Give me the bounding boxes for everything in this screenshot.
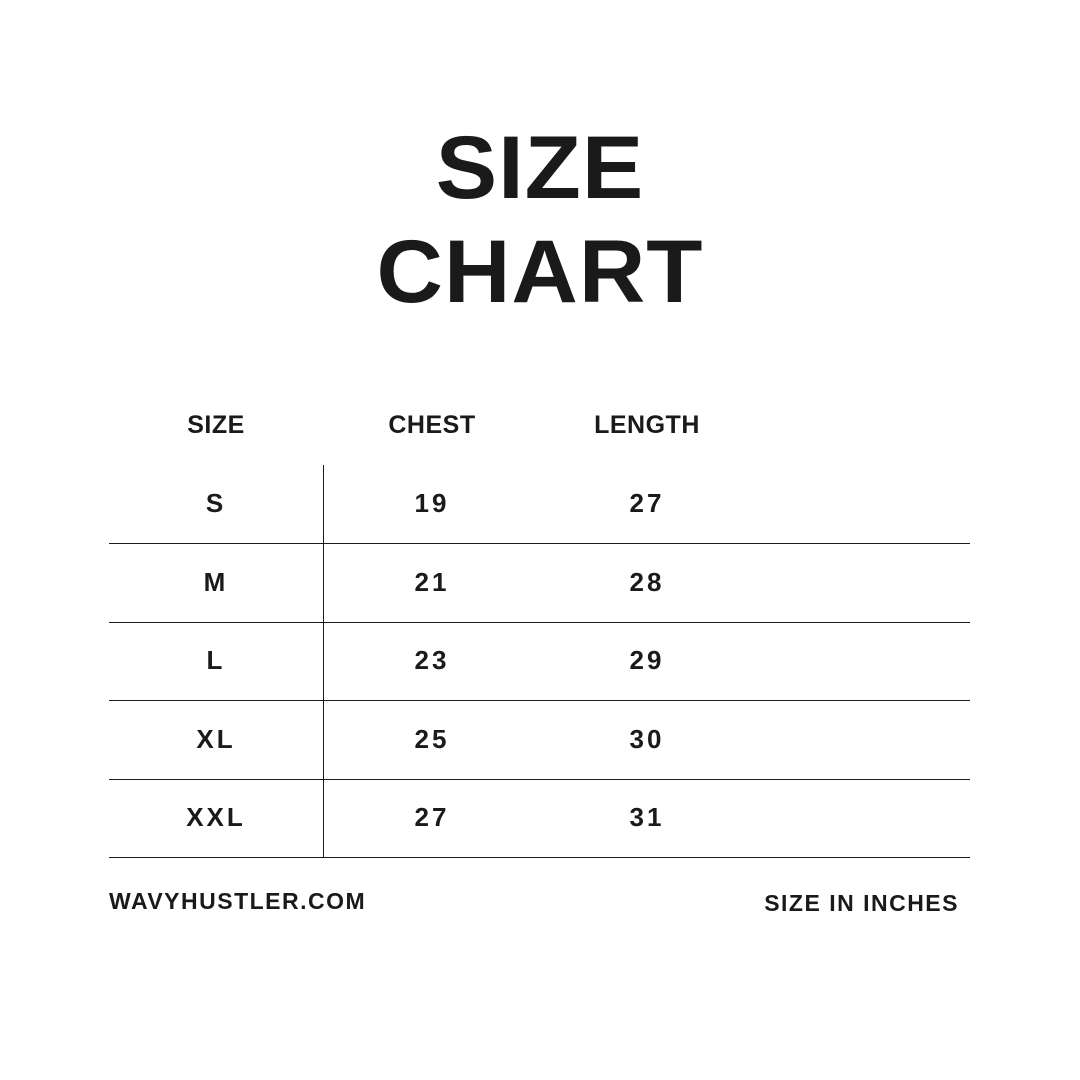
row-divider: [109, 700, 970, 701]
row-divider: [109, 857, 970, 858]
column-divider: [323, 465, 324, 858]
cell-chest: 25: [414, 723, 450, 754]
cell-length: 29: [629, 645, 665, 676]
row-divider: [109, 543, 970, 544]
cell-length: 28: [629, 566, 665, 597]
unit-note: SIZE IN INCHES: [764, 890, 959, 916]
cell-size: XL: [196, 723, 236, 754]
cell-length: 30: [629, 723, 665, 754]
title-line-1: SIZE: [435, 118, 645, 218]
cell-chest: 21: [414, 566, 450, 597]
cell-chest: 27: [414, 802, 450, 833]
cell-chest: 19: [414, 488, 450, 518]
cell-chest: 23: [414, 645, 450, 676]
cell-size: M: [203, 566, 229, 597]
cell-size: S: [205, 488, 227, 518]
cell-size: XXL: [186, 802, 246, 833]
header-length: LENGTH: [594, 411, 700, 439]
title-line-2: CHART: [376, 222, 704, 322]
row-divider: [109, 779, 970, 780]
header-size: SIZE: [187, 411, 245, 439]
website-label: WAVYHUSTLER.COM: [109, 888, 367, 914]
cell-length: 31: [629, 802, 665, 833]
row-divider: [109, 622, 970, 623]
cell-length: 27: [629, 488, 665, 518]
header-chest: CHEST: [388, 411, 476, 439]
cell-size: L: [206, 645, 226, 676]
